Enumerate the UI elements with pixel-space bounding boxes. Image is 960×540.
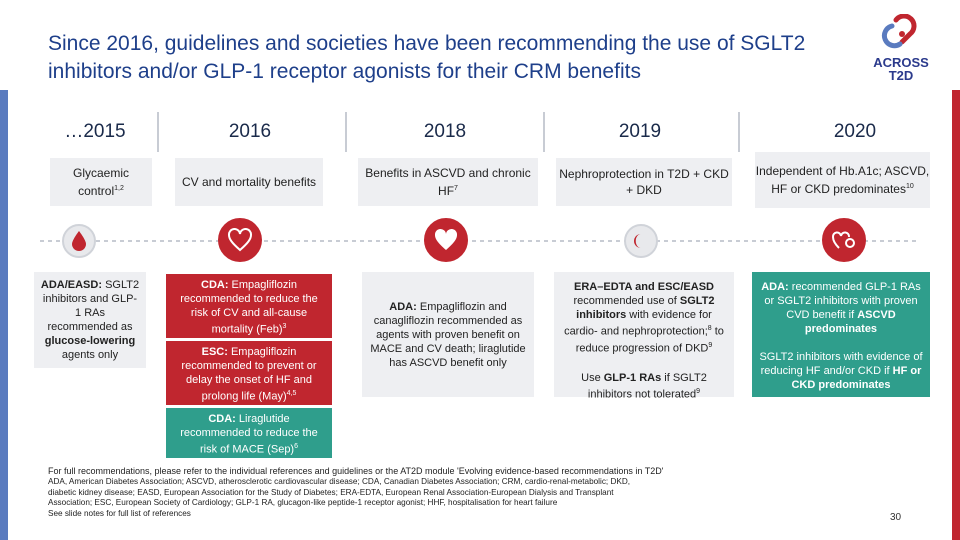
card-text: SGLT2 inhibitors with evidence of reduci… (759, 351, 923, 377)
year-2018: 2018 (423, 121, 467, 142)
footnote-line: Association; ESC, European Society of Ca… (48, 498, 558, 508)
heart-kidney-icon (822, 218, 866, 262)
card-bold: glucose-lowering (44, 335, 136, 347)
logo-line1: ACROSS (873, 55, 929, 70)
page-number: 30 (890, 512, 902, 523)
right-accent-bar (952, 90, 960, 540)
footnote-line: diabetic kidney disease; EASD, European … (48, 487, 614, 497)
card-bold: ASCVD predominates (804, 309, 896, 335)
card-2016-cda-liraglutide: CDA: Liraglutide recommended to reduce t… (166, 408, 332, 458)
category-sup: 7 (454, 185, 458, 192)
year-2020: 2020 (833, 121, 877, 142)
category-text: Glycaemic control (72, 166, 129, 198)
card-bold: ERA–EDTA and ESC/EASD (574, 281, 714, 293)
timeline-line (40, 240, 920, 242)
category-glycaemic: Glycaemic control1,2 (50, 158, 152, 206)
year-2015: …2015 (64, 121, 126, 142)
footnote-line: ADA, American Diabetes Association; ASCV… (48, 476, 631, 486)
card-text: recommended use of (573, 295, 680, 307)
card-2018-ada: ADA: Empagliflozin and canagliflozin rec… (362, 272, 534, 397)
card-2016-esc-empagliflozin: ESC: Empagliflozin recommended to preven… (166, 341, 332, 405)
divider (345, 112, 347, 152)
category-text: Nephroprotection in T2D + CKD + DKD (559, 167, 729, 197)
card-sup: 9 (708, 341, 713, 349)
card-sup: 6 (294, 443, 299, 450)
card-text: with evidence for cardio- and nephroprot… (564, 309, 712, 338)
category-text: CV and mortality benefits (181, 175, 317, 189)
footnote-line: See slide notes for full list of referen… (48, 509, 191, 519)
logo-line2: T2D (888, 68, 914, 83)
card-bold: HF or CKD predominates (791, 365, 922, 391)
year-2019: 2019 (618, 121, 662, 142)
card-text: Empagliflozin recommended to prevent or … (181, 346, 317, 403)
footnote-line: For full recommendations, please refer t… (48, 466, 664, 476)
category-sup: 10 (905, 183, 914, 190)
card-text: Empagliflozin and canagliflozin recommen… (370, 300, 526, 369)
card-2016-cda-empagliflozin: CDA: Empagliflozin recommended to reduce… (166, 274, 332, 338)
card-text: Empagliflozin recommended to reduce the … (180, 279, 318, 336)
card-bold: ADA: (389, 300, 417, 313)
divider (157, 112, 159, 152)
card-sup: 8 (707, 325, 712, 332)
slide-title: Since 2016, guidelines and societies hav… (48, 32, 806, 83)
category-sup: 1,2 (114, 185, 124, 192)
card-sup: 3 (282, 323, 287, 330)
category-text: Independent of Hb.A1c; ASCVD, HF or CKD … (755, 164, 930, 196)
kidney-icon (624, 224, 658, 258)
card-bold: GLP-1 RAs (603, 372, 662, 385)
card-sup: 4,5 (286, 390, 297, 397)
divider (543, 112, 545, 152)
card-bold: SGLT2 inhibitors (576, 295, 715, 321)
heart-icon (424, 218, 468, 262)
card-text: agents only (61, 349, 119, 361)
card-bold: ESC: (201, 346, 228, 358)
category-nephroprotection: Nephroprotection in T2D + CKD + DKD (556, 158, 732, 206)
heart-vessel-icon (218, 218, 262, 262)
category-ascvd-hf: Benefits in ASCVD and chronic HF7 (358, 158, 538, 206)
card-2015-ada-easd: ADA/EASD: SGLT2 inhibitors and GLP-1 RAs… (34, 272, 146, 368)
footnote: For full recommendations, please refer t… (48, 466, 808, 520)
left-accent-bar (0, 90, 8, 540)
card-bold: CDA: (208, 413, 236, 425)
divider (738, 112, 740, 152)
logo-text: ACROSS T2D (866, 56, 936, 82)
category-cv-mortality: CV and mortality benefits (175, 158, 323, 206)
across-t2d-logo (866, 13, 936, 84)
card-bold: ADA/EASD: (40, 279, 103, 291)
category-text: Benefits in ASCVD and chronic HF (365, 166, 531, 198)
blood-drop-icon (62, 224, 96, 258)
year-2016: 2016 (228, 121, 272, 142)
card-text: recommended GLP-1 RAs or SGLT2 inhibitor… (764, 281, 921, 321)
card-2019-era-edta-esc-easd: ERA–EDTA and ESC/EASD recommended use of… (554, 272, 734, 401)
card-text: to reduce progression of DKD (575, 325, 724, 355)
card-text: SGLT2 inhibitors and GLP-1 RAs recommend… (42, 279, 140, 333)
card-bold: ADA: (761, 281, 789, 293)
card-bold: CDA: (201, 279, 229, 291)
category-independent-hba1c: Independent of Hb.A1c; ASCVD, HF or CKD … (755, 152, 930, 208)
card-text: if SGLT2 inhibitors not tolerated (587, 372, 707, 401)
card-sup: 9 (696, 388, 701, 396)
card-2020-ada: ADA: recommended GLP-1 RAs or SGLT2 inhi… (752, 272, 930, 397)
card-text: Use (581, 372, 604, 385)
card-text: Liraglutide recommended to reduce the ri… (180, 413, 318, 456)
